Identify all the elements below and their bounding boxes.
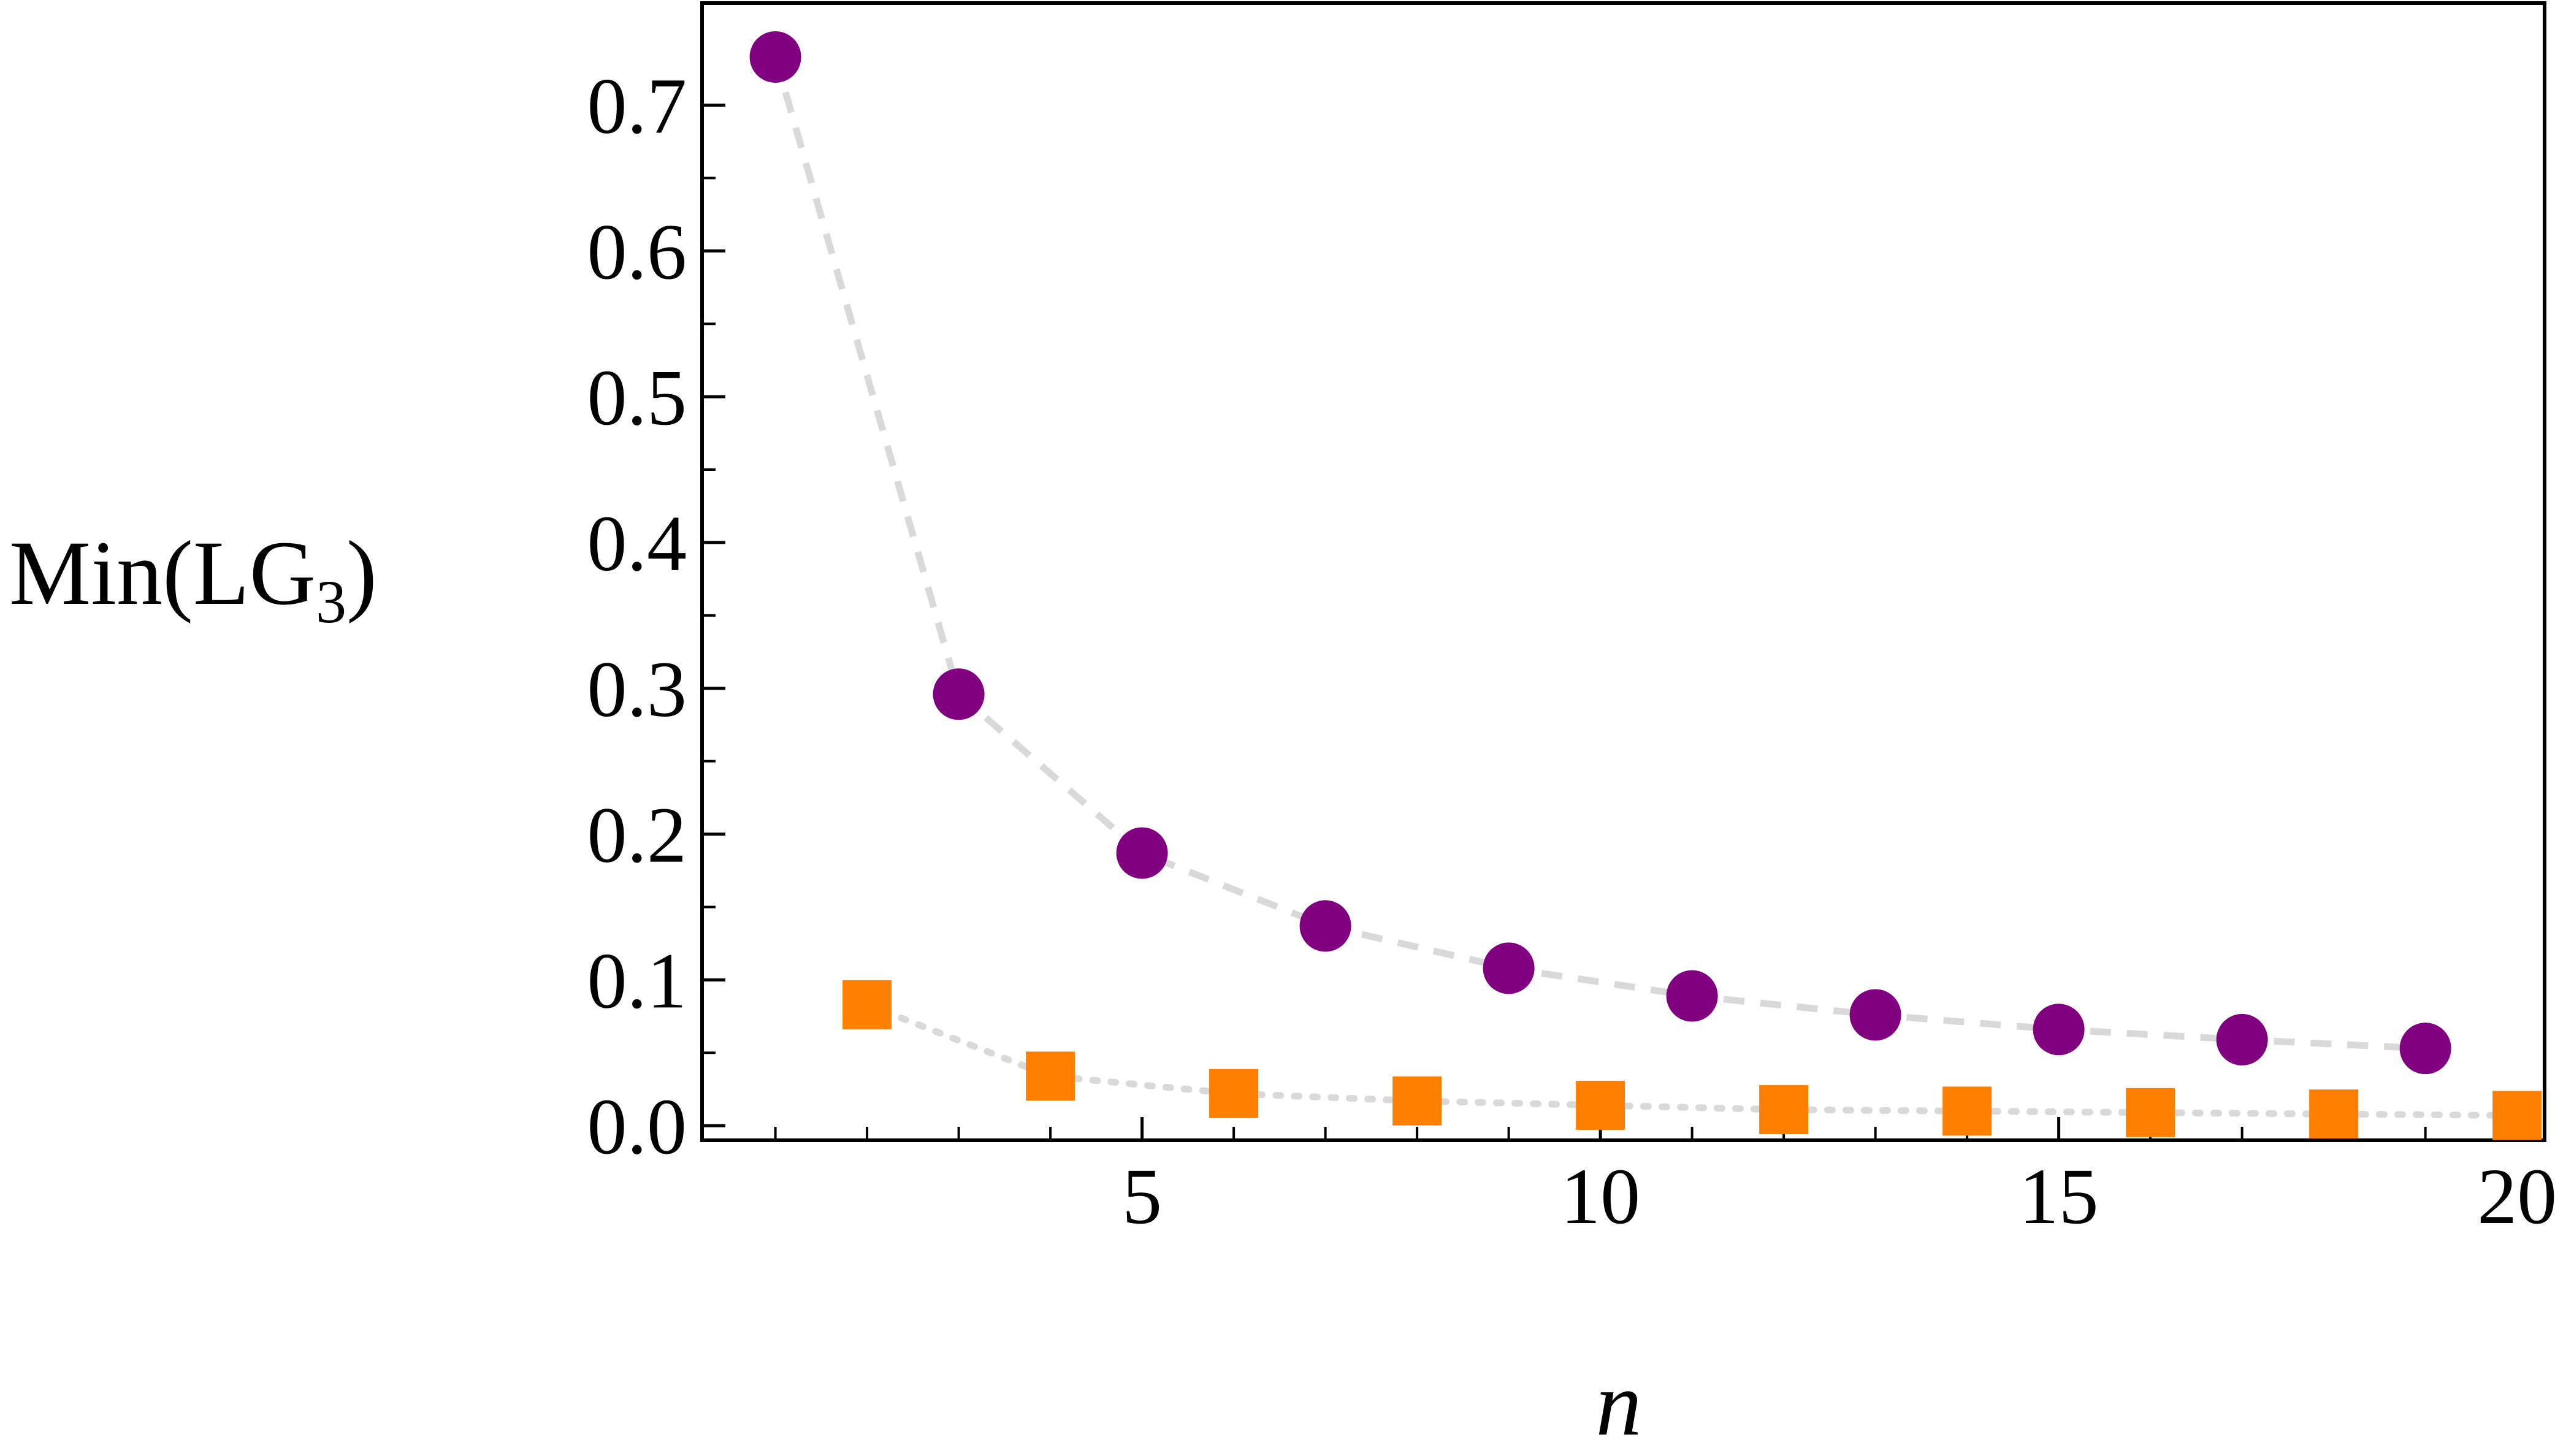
series-lines <box>772 56 2521 1119</box>
x-axis-label: n <box>1596 1353 1642 1455</box>
series-1-point <box>1483 942 1535 994</box>
series-1-point <box>2399 1023 2451 1075</box>
series-1-point <box>1299 900 1351 952</box>
y-tick-label: 0.1 <box>587 937 687 1025</box>
series-2-point <box>1392 1076 1442 1126</box>
axis-ticks <box>702 103 2519 1140</box>
plot-frame-group <box>700 1 2546 1142</box>
y-tick-label: 0.3 <box>587 646 687 734</box>
series-2-point <box>2309 1089 2359 1139</box>
series-2-point <box>1209 1069 1259 1118</box>
series-2-point <box>1942 1086 1992 1136</box>
x-tick-label: 15 <box>2019 1153 2099 1241</box>
y-tick-label: 0.6 <box>587 208 687 296</box>
series-1-point <box>1116 827 1168 879</box>
y-tick-label: 0.2 <box>587 791 687 880</box>
series-2-point <box>2492 1091 2542 1140</box>
y-tick-label: 0.0 <box>587 1083 687 1171</box>
y-axis-label-subscript: 3 <box>316 568 346 636</box>
series-2-point <box>1026 1051 1075 1101</box>
y-axis-label-prefix: Min(LG <box>9 522 316 624</box>
series-1-point <box>1849 989 1901 1041</box>
y-tick-label: 0.5 <box>587 354 687 442</box>
series-1-line <box>772 56 2426 1052</box>
series-2-point <box>1576 1080 1625 1130</box>
series-2-point <box>2126 1088 2175 1137</box>
y-axis-label-suffix: ) <box>346 522 377 624</box>
series-1-point <box>2033 1004 2085 1056</box>
x-tick-label: 5 <box>1122 1153 1162 1241</box>
tick-labels: 0.0 0.1 0.2 0.3 0.4 0.5 0.6 0.7 5 10 15 20 <box>587 62 2555 1241</box>
y-tick-label: 0.7 <box>587 62 687 150</box>
plot-frame <box>700 1 2546 1142</box>
x-tick-label: 20 <box>2477 1153 2555 1241</box>
series-1-point <box>1666 970 1718 1022</box>
series-1-point <box>749 31 801 83</box>
x-tick-label: 10 <box>1560 1153 1640 1241</box>
y-tick-label: 0.4 <box>587 500 687 588</box>
series-2-point <box>842 980 892 1029</box>
series-1-point <box>933 668 985 720</box>
y-axis-label: Min(LG3) <box>9 522 377 636</box>
series-markers <box>749 31 2542 1140</box>
series-1-point <box>2216 1013 2268 1065</box>
series-2-point <box>1759 1085 1809 1135</box>
